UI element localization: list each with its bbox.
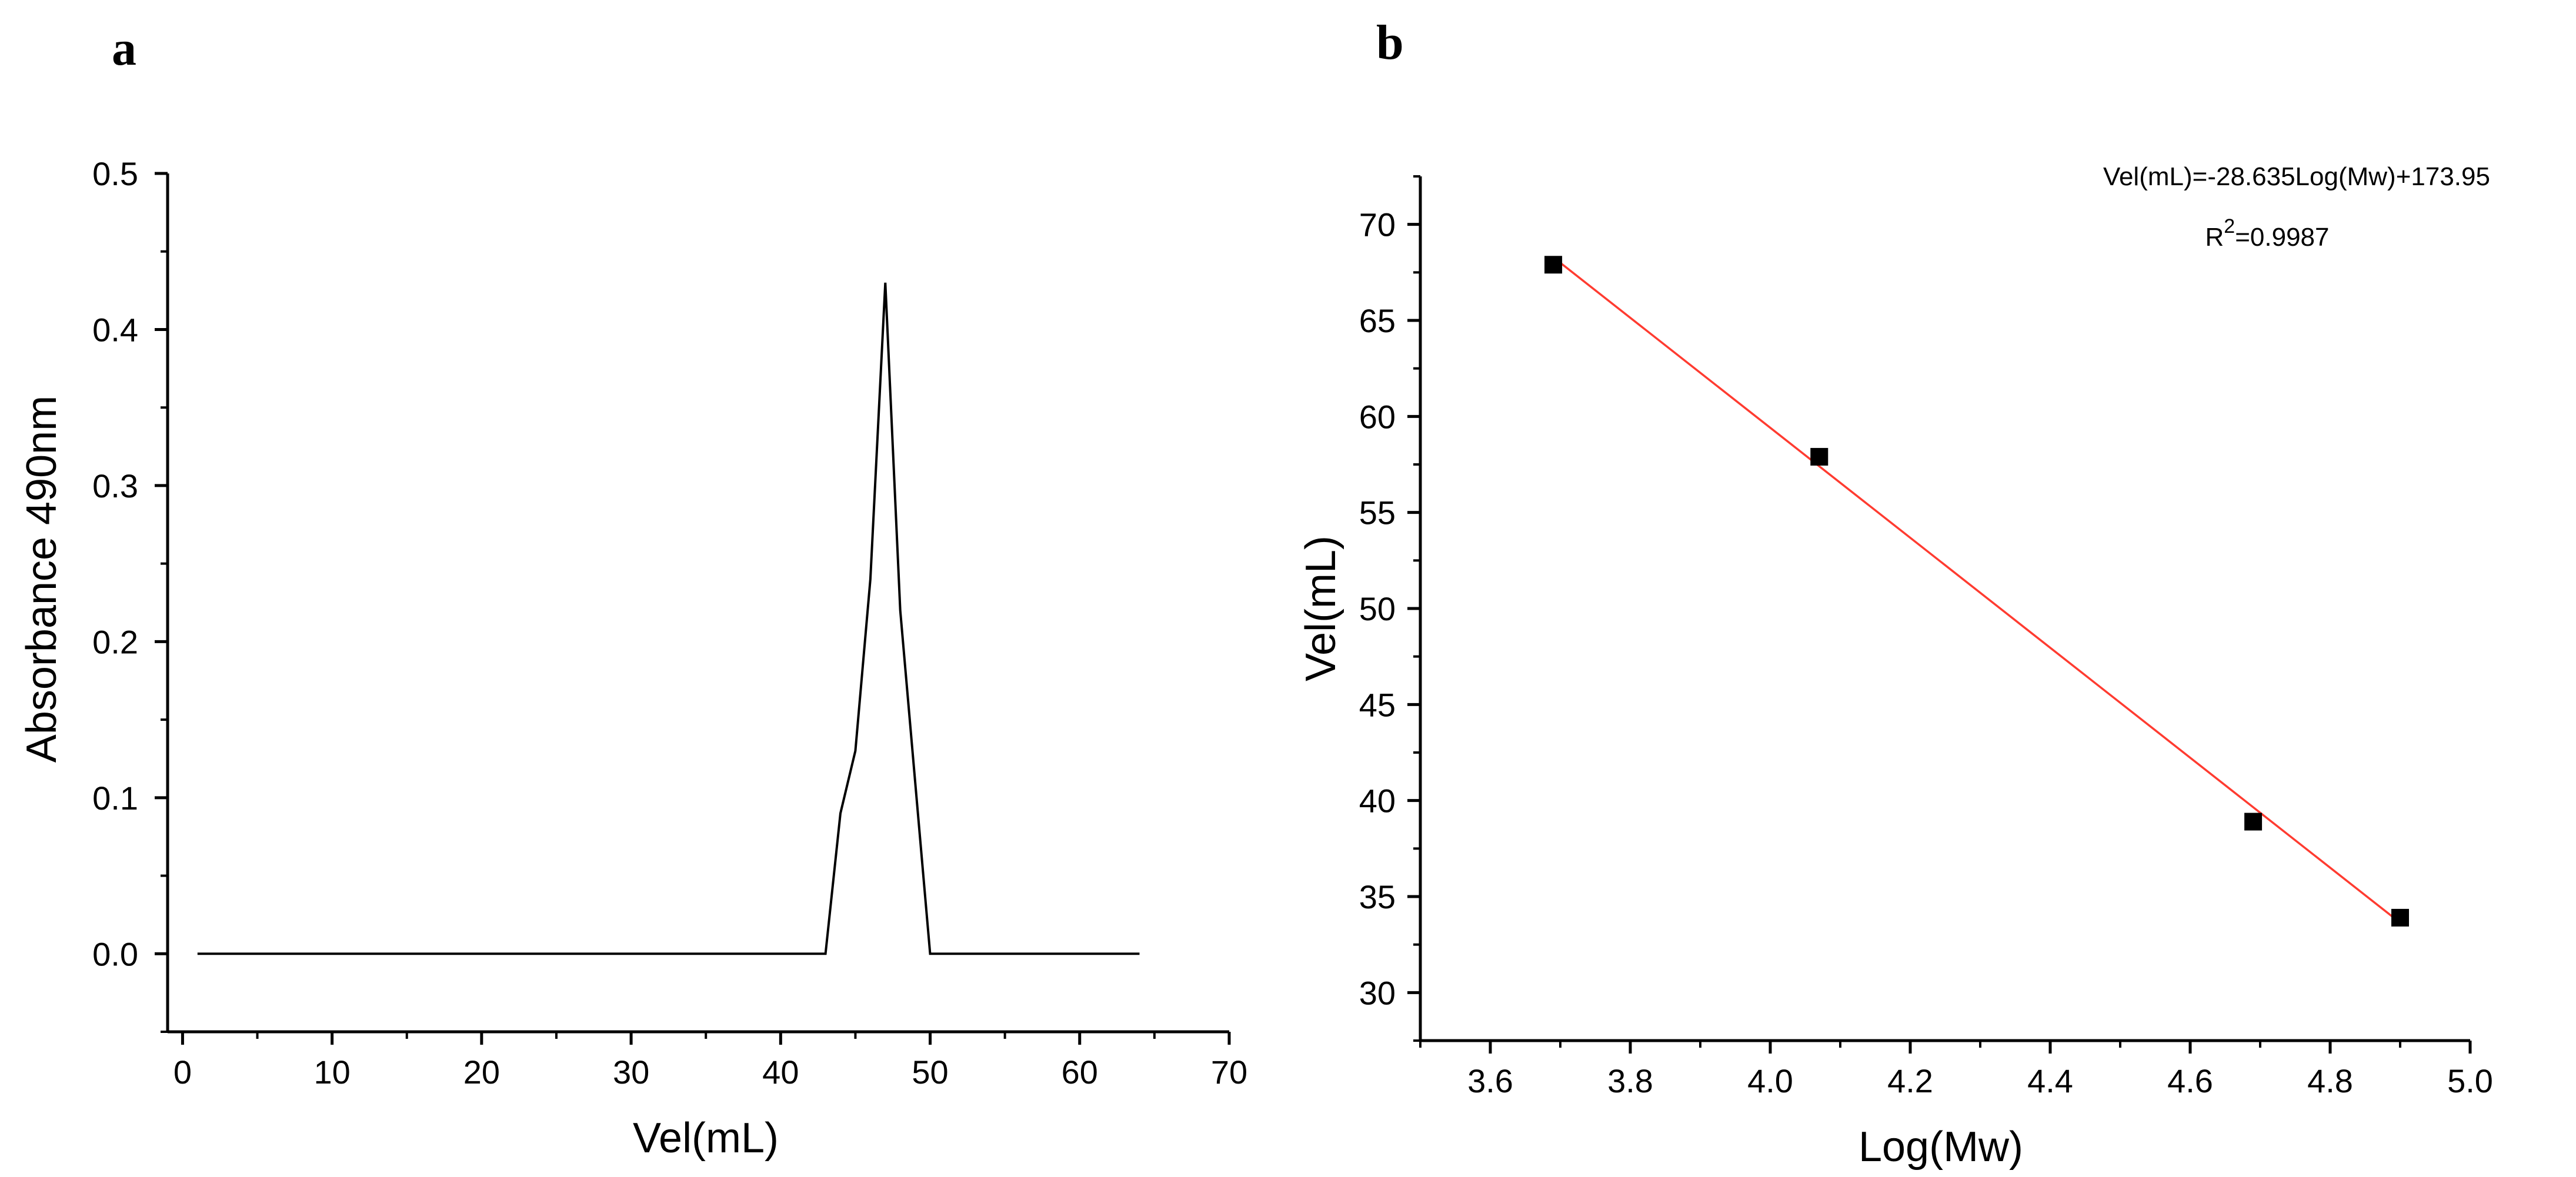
panel-a-yticks: 0.0 0.1 0.2 0.3 0.4 0.5: [92, 155, 168, 1033]
panel-b-data-point: [2391, 908, 2409, 927]
panel-b-xtick-label: 4.8: [2307, 1062, 2353, 1099]
panel-a-xtick-label: 20: [463, 1054, 500, 1091]
panel-b-ytick-label: 35: [1359, 878, 1396, 915]
panel-b-y-axis-label: Vel(mL): [1297, 536, 1344, 681]
panel-a-ytick-label: 0.4: [92, 311, 138, 348]
panel-a-ytick-label: 0.2: [92, 623, 138, 660]
panel-a-series-line: [197, 282, 1140, 955]
panel-a-xtick-label: 50: [912, 1054, 948, 1091]
panel-a-xtick-label: 70: [1211, 1054, 1247, 1091]
panel-a-xtick-label: 0: [173, 1054, 192, 1091]
panel-b: b 30 35 40 45 50 55 60 65 70 3.6 3.8 4.0 4.2 4.4 4.6 4…: [1297, 15, 2493, 1171]
panel-a-y-axis-label: Absorbance 490nm: [18, 396, 65, 763]
r2-exponent: 2: [2224, 215, 2235, 238]
panel-a-xtick-label: 30: [613, 1054, 649, 1091]
panel-b-xtick-label: 3.6: [1467, 1062, 1513, 1099]
panel-b-ytick-label: 55: [1359, 494, 1396, 531]
panel-b-xtick-label: 4.4: [2027, 1062, 2073, 1099]
panel-b-r-squared: R2=0.9987: [2205, 215, 2330, 252]
panel-b-yticks: 30 35 40 45 50 55 60 65 70: [1359, 175, 1420, 1042]
panel-b-label: b: [1376, 15, 1404, 70]
panel-a-xtick-label: 60: [1062, 1054, 1098, 1091]
panel-a-x-axis-label: Vel(mL): [633, 1115, 779, 1162]
panel-b-ytick-label: 65: [1359, 302, 1396, 339]
panel-b-x-axis-label: Log(Mw): [1858, 1124, 2023, 1171]
panel-b-ytick-label: 50: [1359, 590, 1396, 627]
panel-a-xticks: 0 10 20 30 40 50 60 70: [173, 1032, 1247, 1091]
panel-b-xticks: 3.6 3.8 4.0 4.2 4.4 4.6 4.8 5.0: [1419, 1041, 2493, 1099]
panel-a-ytick-label: 0.0: [92, 935, 138, 972]
panel-b-plot: 30 35 40 45 50 55 60 65 70 3.6 3.8 4.0 4.2 4.4 4.6 4.8…: [1359, 175, 2493, 1099]
panel-a: a 0.0 0.1 0.2 0.3 0.4 0.5 0 10 20 30 40 50 60 70 Vel…: [18, 21, 1247, 1162]
panel-b-data-point: [1810, 447, 1828, 466]
panel-b-points: [1544, 256, 2409, 927]
panel-b-xtick-label: 4.6: [2167, 1062, 2213, 1099]
r2-value: =0.9987: [2235, 223, 2329, 252]
panel-a-xtick-label: 10: [313, 1054, 350, 1091]
panel-b-xtick-label: 3.8: [1607, 1062, 1653, 1099]
panel-a-xtick-label: 40: [762, 1054, 799, 1091]
panel-b-fit-line: [1553, 256, 2401, 924]
panel-a-label: a: [112, 21, 136, 76]
panel-b-ytick-label: 40: [1359, 783, 1396, 820]
panel-b-xtick-label: 4.2: [1887, 1062, 1933, 1099]
panel-b-xtick-label: 4.0: [1747, 1062, 1793, 1099]
panel-b-ytick-label: 70: [1359, 206, 1396, 243]
panel-a-plot: 0.0 0.1 0.2 0.3 0.4 0.5 0 10 20 30 40 50 60 70: [92, 155, 1247, 1091]
panel-b-xtick-label: 5.0: [2447, 1062, 2493, 1099]
panel-a-ytick-label: 0.1: [92, 780, 138, 817]
panel-b-data-point: [1544, 256, 1563, 274]
r2-base: R: [2205, 223, 2224, 252]
panel-b-ytick-label: 60: [1359, 398, 1396, 435]
panel-b-data-point: [2244, 812, 2263, 831]
panel-b-ytick-label: 30: [1359, 974, 1396, 1011]
panel-a-ytick-label: 0.5: [92, 155, 138, 192]
panel-b-equation: Vel(mL)=-28.635Log(Mw)+173.95: [2103, 162, 2490, 191]
panel-b-ytick-label: 45: [1359, 686, 1396, 723]
panel-a-ytick-label: 0.3: [92, 467, 138, 504]
